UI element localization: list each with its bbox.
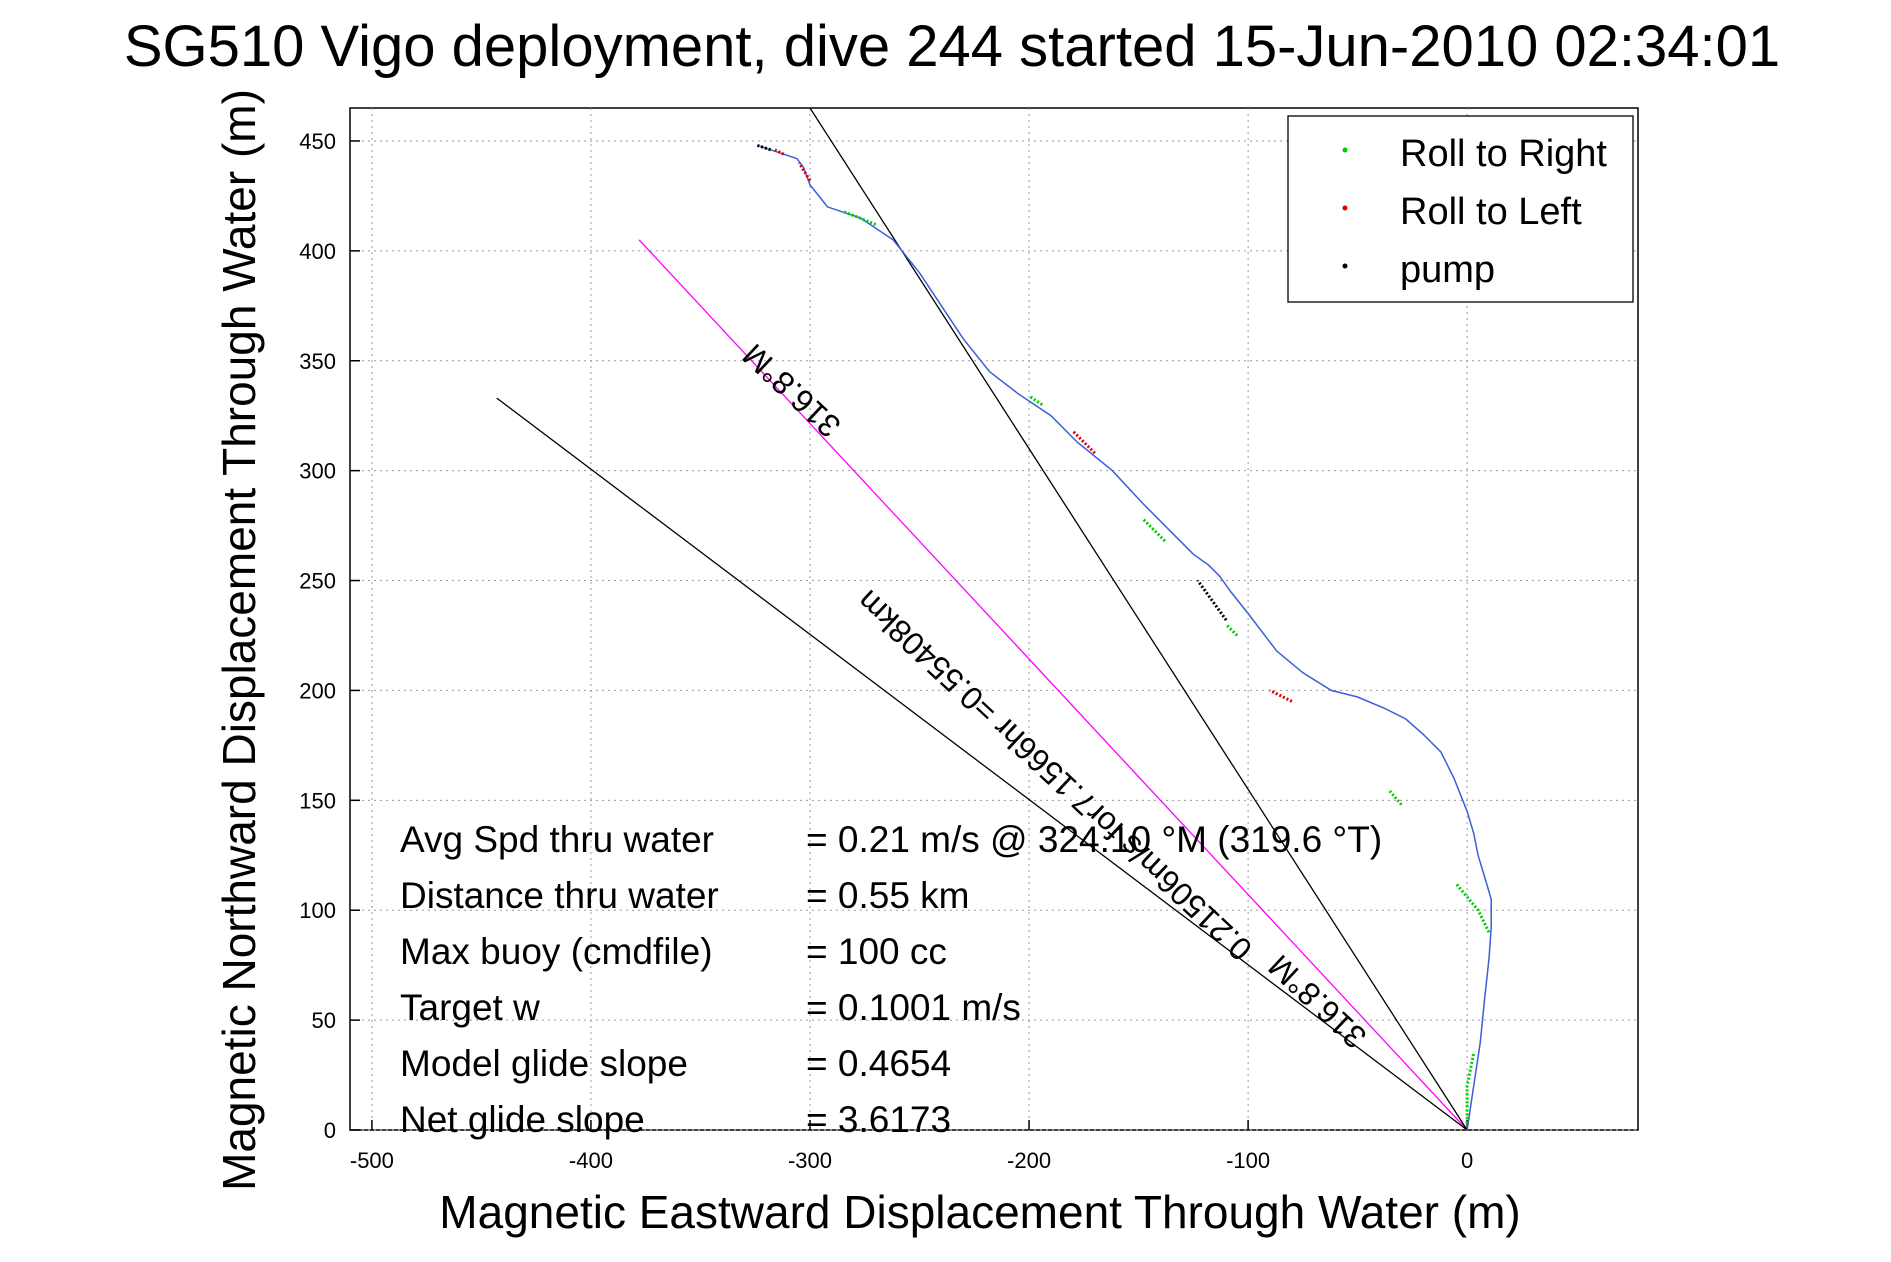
roll-right-segment — [1225, 623, 1239, 637]
legend-marker — [1342, 263, 1348, 269]
stat-value: = 0.4654 — [806, 1043, 951, 1084]
legend-label: Roll to Left — [1400, 191, 1582, 233]
roll-left-segment — [1071, 430, 1096, 455]
stats-block: Avg Spd thru water = 0.21 m/s @ 324.10 °M… — [400, 819, 1382, 1140]
reference-line — [496, 397, 1468, 1131]
x-tick-label: -400 — [569, 1148, 613, 1173]
y-axis-label: Magnetic Northward Displacement Through … — [213, 89, 265, 1191]
y-tick-label: 250 — [299, 569, 336, 594]
stat-label: Max buoy (cmdfile) — [400, 931, 713, 972]
stat-label: Net glide slope — [400, 1099, 645, 1140]
chart-title: SG510 Vigo deployment, dive 244 started … — [124, 14, 1780, 79]
roll-right-segment — [1141, 517, 1166, 543]
stat-value: = 0.55 km — [806, 875, 970, 916]
roll-left-segment — [1269, 689, 1293, 703]
y-tick-label: 0 — [324, 1118, 336, 1143]
legend-marker — [1342, 205, 1348, 211]
stat-label: Avg Spd thru water — [400, 819, 714, 860]
roll-right-segment — [1028, 394, 1044, 406]
axis-ticks: -500 -400 -300 -200 -100 0 0 50 100 150 200 250 300 3… — [299, 129, 1473, 1173]
stat-value: = 0.21 m/s @ 324.10 °M (319.6 °T) — [806, 819, 1382, 860]
reference-lines — [496, 107, 1468, 1131]
y-tick-label: 200 — [299, 678, 336, 703]
y-tick-label: 400 — [299, 239, 336, 264]
stat-label: Model glide slope — [400, 1043, 688, 1084]
y-tick-label: 100 — [299, 898, 336, 923]
y-tick-label: 50 — [312, 1008, 336, 1033]
track-line — [757, 144, 1492, 1131]
stat-value: = 100 cc — [806, 931, 947, 972]
y-tick-label: 450 — [299, 129, 336, 154]
stat-value: = 3.6173 — [806, 1099, 951, 1140]
roll-right-segment — [1455, 882, 1491, 933]
x-tick-label: -100 — [1226, 1148, 1270, 1173]
legend-label: Roll to Right — [1400, 133, 1607, 175]
reference-line — [809, 107, 1468, 1131]
stat-label: Target w — [400, 987, 540, 1028]
legend-marker — [1342, 147, 1348, 153]
x-tick-label: -500 — [350, 1148, 394, 1173]
roll-left-segment — [774, 148, 785, 156]
x-axis-label: Magnetic Eastward Displacement Through W… — [439, 1186, 1520, 1238]
y-tick-label: 350 — [299, 349, 336, 374]
x-tick-label: -300 — [788, 1148, 832, 1173]
legend: Roll to Right Roll to Left pump — [1287, 115, 1634, 303]
roll-right-segment — [1387, 788, 1403, 806]
grid — [350, 108, 1638, 1131]
stat-label: Distance thru water — [400, 875, 719, 916]
x-tick-label: 0 — [1461, 1148, 1473, 1173]
legend-label: pump — [1400, 249, 1495, 291]
y-tick-label: 300 — [299, 459, 336, 484]
roll-right-segment — [1465, 1052, 1476, 1124]
roll-markers — [756, 143, 1491, 1124]
stat-value: = 0.1001 m/s — [806, 987, 1021, 1028]
x-tick-label: -200 — [1007, 1148, 1051, 1173]
reference-line — [638, 239, 1468, 1131]
glider-track — [757, 144, 1492, 1131]
pump-segment — [1196, 579, 1228, 621]
roll-left-segment — [797, 162, 812, 182]
roll-right-segment — [842, 209, 877, 226]
y-tick-label: 150 — [299, 788, 336, 813]
